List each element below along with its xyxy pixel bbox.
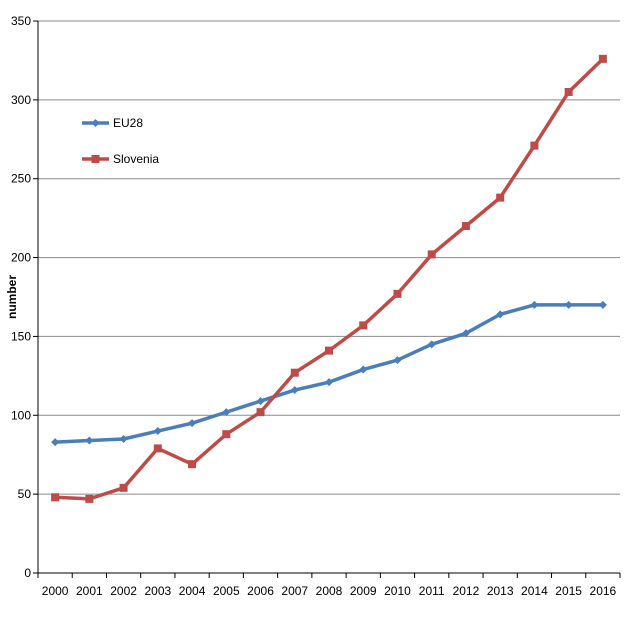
x-tick-label: 2005 [213,584,240,598]
data-point-slovenia [153,444,162,453]
data-point-eu28 [598,300,607,309]
data-point-eu28 [496,310,505,319]
legend-marker [91,119,100,127]
data-point-slovenia [564,87,573,96]
x-tick-label: 2013 [487,584,514,598]
data-point-eu28 [359,365,368,374]
legend-marker [91,155,100,163]
y-tick-label: 0 [24,566,31,580]
y-tick-label: 100 [11,408,31,422]
series-eu28 [51,300,607,447]
data-point-eu28 [153,427,162,436]
data-point-slovenia [325,346,333,355]
y-tick-label: 200 [11,251,31,265]
x-tick-label: 2009 [350,584,377,598]
x-tick-label: 2012 [453,584,480,598]
x-tick-label: 2010 [384,584,411,598]
data-point-slovenia [427,250,436,259]
x-tick-label: 2002 [110,584,137,598]
data-point-eu28 [564,300,573,309]
data-point-slovenia [496,193,505,202]
data-point-eu28 [530,300,539,309]
data-point-slovenia [290,368,299,377]
y-tick-label: 250 [11,172,31,186]
data-point-slovenia [393,289,402,298]
x-tick-label: 2004 [179,584,206,598]
legend-entry-slovenia: Slovenia [82,152,159,166]
series-slovenia [51,54,607,503]
legend-entry-eu28: EU28 [82,116,143,130]
gridlines [38,20,620,495]
data-point-slovenia [51,493,60,502]
data-point-eu28 [256,397,265,406]
x-tick-label: 2001 [76,584,103,598]
data-point-eu28 [461,329,470,338]
y-axis-ticks: 0 50 100 150 200 250 300 350 [11,14,38,580]
x-tick-label: 2007 [281,584,308,598]
data-point-slovenia [359,321,368,330]
data-point-slovenia [188,460,197,469]
data-point-eu28 [222,408,231,417]
x-axis-ticks: 2000 2001 2002 2003 2004 2005 2006 2007 2008 2009… [37,573,621,598]
x-tick-label: 2003 [144,584,171,598]
y-tick-label: 50 [18,487,32,501]
data-point-eu28 [393,356,402,365]
data-point-slovenia [256,408,265,417]
data-point-eu28 [188,419,197,428]
legend-label: EU28 [113,116,143,130]
legend: EU28 Slovenia [82,116,159,166]
y-tick-label: 150 [11,329,31,343]
y-tick-label: 300 [11,93,31,107]
data-point-slovenia [598,54,607,63]
legend-label: Slovenia [113,152,159,166]
data-point-eu28 [427,340,436,349]
data-point-slovenia [461,222,470,231]
x-tick-label: 2008 [316,584,343,598]
data-point-slovenia [119,483,128,492]
data-point-eu28 [85,436,94,445]
data-point-eu28 [325,378,333,387]
data-point-slovenia [222,430,231,439]
data-point-slovenia [85,494,94,503]
x-tick-label: 2011 [419,584,445,598]
data-point-eu28 [290,386,299,395]
x-tick-label: 2015 [555,584,582,598]
data-point-eu28 [119,434,128,443]
series-group [51,54,607,503]
y-axis-title: number [5,275,19,319]
x-tick-label: 2006 [247,584,274,598]
x-tick-label: 2014 [521,584,548,598]
y-tick-label: 350 [11,14,31,28]
x-tick-label: 2000 [42,584,69,598]
data-point-slovenia [530,141,539,150]
x-tick-label: 2016 [590,584,617,598]
data-point-eu28 [51,438,60,447]
series-line-eu28 [53,303,605,444]
